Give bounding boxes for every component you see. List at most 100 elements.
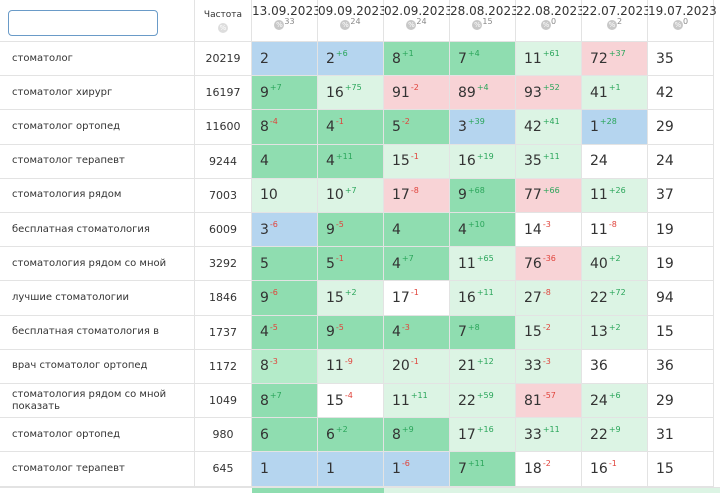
position: 10 (260, 187, 278, 204)
query: стоматолог терапевт (12, 155, 125, 167)
position: 76 (524, 255, 542, 272)
position-cell: 27 -8 (516, 281, 582, 316)
frequency: 20219 (205, 52, 241, 66)
position-cell: 19 (648, 247, 714, 282)
position: 5 (326, 255, 335, 272)
delta: +9 (608, 425, 621, 435)
position: 4 (260, 153, 269, 170)
position: 40 (590, 255, 608, 272)
delta: +41 (542, 117, 560, 127)
delta: -6 (401, 459, 410, 469)
position-cell: 8 -4 (252, 110, 318, 145)
delta: -2 (410, 83, 419, 93)
position-cell: 16 +75 (318, 76, 384, 111)
position: 19 (656, 255, 674, 272)
score: % 0 (516, 17, 581, 32)
position-cell: 20 -1 (384, 349, 450, 384)
position-cell: 37 (648, 178, 714, 213)
position: 22 (458, 392, 476, 409)
position: 4 (326, 153, 335, 170)
position-cell: 4 (384, 213, 450, 248)
score-value: 2 (616, 17, 623, 26)
position-cell: 6 +2 (318, 418, 384, 453)
frequency: 6009 (209, 223, 237, 237)
position: 8 (260, 118, 269, 135)
position-cell: 29 (648, 110, 714, 145)
delta: +16 (476, 425, 494, 435)
position-cell: 36 (582, 349, 648, 384)
delta: -1 (410, 356, 419, 366)
score-icon: % (672, 19, 683, 30)
frequency: 3292 (209, 257, 237, 271)
query-cell: стоматология рядом со мной (0, 247, 195, 282)
position: 1 (392, 460, 401, 477)
position-cell: 33 +11 (516, 418, 582, 453)
position: 15 (326, 392, 344, 409)
position-cell: 7 +4 (450, 42, 516, 77)
position-cell: 15 +2 (318, 281, 384, 316)
delta: +2 (608, 322, 621, 332)
position-cell: 22 +59 (450, 384, 516, 419)
delta: +7 (269, 83, 282, 93)
position-cell: 3 -6 (252, 213, 318, 248)
position: 5 (392, 118, 401, 135)
position: 4 (392, 324, 401, 341)
position: 22 (590, 289, 608, 306)
position-cell: 1 (318, 452, 384, 487)
score-icon: % (340, 19, 351, 30)
position-cell: 21 +12 (450, 349, 516, 384)
position: 29 (656, 118, 674, 135)
position-cell: 24 (582, 144, 648, 179)
position: 8 (392, 50, 401, 67)
score: % 24 (318, 17, 383, 32)
date-header: 02.09.2023% 24 (384, 0, 453, 42)
date: 09.09.2023 (318, 4, 387, 18)
query: бесплатная стоматология (12, 223, 150, 235)
delta: -9 (344, 356, 353, 366)
score-icon: % (472, 19, 483, 30)
position: 89 (458, 84, 476, 101)
date-header: 22.07.2023% 2 (582, 0, 651, 42)
delta: -8 (410, 185, 419, 195)
delta: -3 (269, 356, 278, 366)
position: 4 (458, 221, 467, 238)
position: 9 (326, 324, 335, 341)
query-cell: стоматология рядом со мной показать (0, 384, 195, 419)
date: 02.09.2023 (384, 4, 453, 18)
frequency-cell: 9244 (195, 144, 252, 179)
query-cell: бесплатная стоматология в (0, 315, 195, 350)
position: 91 (392, 84, 410, 101)
delta: +4 (476, 83, 489, 93)
position-cell: 3 +39 (450, 110, 516, 145)
position-cell: 9 -6 (252, 281, 318, 316)
position-cell: 17 -8 (384, 178, 450, 213)
query: бесплатная стоматология в (12, 326, 159, 338)
delta: +11 (542, 151, 560, 161)
position: 2 (326, 50, 335, 67)
position: 19 (656, 221, 674, 238)
date: 13.09.2023 (252, 4, 321, 18)
position: 27 (524, 289, 542, 306)
frequency: 1737 (209, 325, 237, 339)
delta: -2 (542, 459, 551, 469)
position-cell: 93 +52 (516, 76, 582, 111)
position-cell: 4 +10 (450, 213, 516, 248)
frequency-header: Частота % (195, 0, 252, 42)
query-cell: стоматолог терапевт (0, 144, 195, 179)
position: 8 (260, 358, 269, 375)
delta: +2 (335, 425, 348, 435)
position-cell: 91 -2 (384, 76, 450, 111)
delta: -4 (269, 117, 278, 127)
delta: -2 (542, 322, 551, 332)
delta: -57 (542, 391, 556, 401)
delta: +75 (344, 83, 362, 93)
position: 11 (392, 392, 410, 409)
delta: +28 (599, 117, 617, 127)
position: 17 (392, 187, 410, 204)
position-cell: 81 -57 (516, 384, 582, 419)
score: % 24 (384, 17, 449, 32)
frequency-cell: 3292 (195, 247, 252, 282)
delta: +26 (608, 185, 626, 195)
position-cell: 11 +11 (384, 384, 450, 419)
search-input[interactable] (8, 10, 158, 36)
